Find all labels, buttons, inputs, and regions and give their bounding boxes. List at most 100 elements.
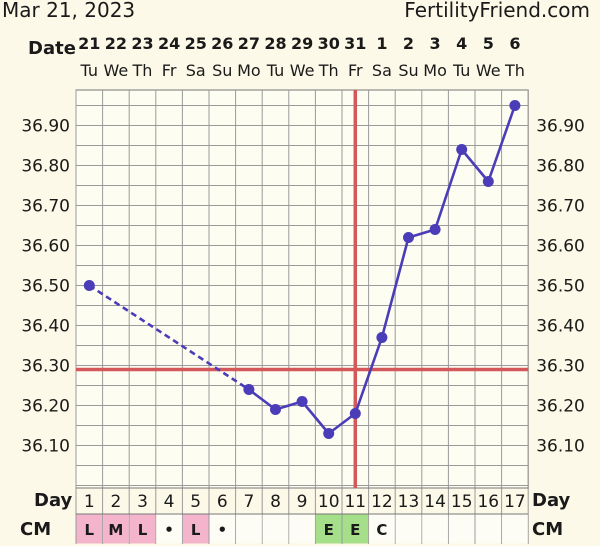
cm-row-label-right: CM <box>532 519 563 540</box>
date-label: 21 <box>78 34 100 53</box>
cm-cell <box>422 514 448 544</box>
y-tick-label-right: 36.50 <box>536 277 585 297</box>
y-tick-label-left: 36.10 <box>21 437 70 457</box>
y-tick-label-right: 36.60 <box>536 237 585 257</box>
temp-line-segment <box>487 105 517 182</box>
cm-cell <box>76 514 103 544</box>
cycle-day-label: 8 <box>270 492 281 512</box>
temp-line-segment <box>248 388 277 411</box>
temp-point <box>349 408 361 419</box>
cm-cell <box>369 514 395 544</box>
temp-point <box>376 332 388 343</box>
cycle-day-label: 5 <box>190 492 201 512</box>
date-label: 3 <box>430 34 441 53</box>
temp-line-segment <box>460 148 490 183</box>
weekday-label: We <box>476 61 501 80</box>
cm-row-label-left: CM <box>20 519 51 540</box>
day-row-label-right: Day <box>532 490 571 511</box>
cm-cell <box>475 514 502 544</box>
cycle-day-label: 14 <box>424 492 446 512</box>
cycle-day-label: 10 <box>318 492 340 512</box>
date-label: 26 <box>211 34 233 53</box>
y-tick-label-right: 36.40 <box>536 317 585 337</box>
cm-cell <box>342 514 369 544</box>
cm-cell <box>448 514 475 544</box>
cm-label: E <box>350 521 360 539</box>
day-row-label-left: Day <box>34 490 73 511</box>
cycle-day-label: 16 <box>477 492 499 512</box>
y-tick-label-left: 36.60 <box>21 237 70 257</box>
weekday-label: Mo <box>237 61 261 80</box>
temp-point <box>83 280 95 291</box>
cm-label: L <box>191 521 201 539</box>
weekday-label: Mo <box>423 61 447 80</box>
date-label: 6 <box>509 34 520 53</box>
cycle-day-label: 17 <box>504 492 526 512</box>
cm-label: L <box>85 521 95 539</box>
date-label: 5 <box>483 34 494 53</box>
cm-cell <box>289 514 315 544</box>
cm-label: • <box>164 521 174 539</box>
weekday-label: Su <box>398 61 418 80</box>
weekday-label: We <box>104 61 129 80</box>
cycle-day-label: 15 <box>451 492 473 512</box>
cm-label: M <box>108 521 123 539</box>
cycle-day-label: 13 <box>398 492 420 512</box>
date-label: 31 <box>344 34 366 53</box>
date-label: 4 <box>456 34 467 53</box>
y-tick-label-right: 36.90 <box>536 117 585 137</box>
date-label: 30 <box>318 34 340 53</box>
cycle-day-label: 1 <box>84 492 95 512</box>
cycle-day-label: 2 <box>110 492 121 512</box>
temp-point <box>429 224 441 235</box>
temp-line-segment <box>301 400 330 435</box>
site-name: FertilityFriend.com <box>404 0 590 22</box>
temp-point <box>403 232 414 243</box>
weekday-label: Fr <box>162 61 177 80</box>
y-tick-label-left: 36.30 <box>21 357 70 377</box>
y-tick-label-left: 36.40 <box>21 317 70 337</box>
temp-point <box>509 100 521 111</box>
temp-point <box>323 428 335 439</box>
cm-cell <box>315 514 342 544</box>
temp-point <box>482 176 494 187</box>
weekday-label: Tu <box>266 61 284 80</box>
cm-cell <box>182 514 209 544</box>
weekday-label: Sa <box>372 61 392 80</box>
weekday-label: Su <box>212 61 232 80</box>
temp-point <box>243 384 255 395</box>
temp-line-segment <box>380 237 410 338</box>
weekday-label: Tu <box>80 61 98 80</box>
date-label: 28 <box>264 34 286 53</box>
y-tick-label-left: 36.20 <box>21 397 70 417</box>
weekday-label: Fr <box>348 61 363 80</box>
cm-cell <box>209 514 236 544</box>
cm-label: C <box>376 521 387 539</box>
cycle-day-label: 6 <box>217 492 228 512</box>
cycle-day-label: 9 <box>297 492 308 512</box>
date-label: 22 <box>105 34 127 53</box>
cm-cell <box>262 514 289 544</box>
date-label: 1 <box>376 34 387 53</box>
y-tick-label-right: 36.20 <box>536 397 585 417</box>
cm-label: L <box>138 521 148 539</box>
cycle-day-label: 11 <box>344 492 366 512</box>
weekday-label: Tu <box>452 61 470 80</box>
temp-line-segment <box>327 412 357 435</box>
y-tick-label-left: 36.50 <box>21 277 70 297</box>
cm-cell <box>129 514 156 544</box>
date-label: 29 <box>291 34 313 53</box>
chart-date-title: Mar 21, 2023 <box>2 0 135 22</box>
weekday-label: Th <box>318 61 339 80</box>
date-label: 24 <box>158 34 180 53</box>
date-row-label: Date <box>28 38 76 59</box>
date-label: 23 <box>131 34 153 53</box>
cycle-day-label: 3 <box>137 492 148 512</box>
y-tick-label-right: 36.70 <box>536 197 585 217</box>
weekday-label: Sa <box>186 61 206 80</box>
cm-cell <box>156 514 182 544</box>
cycle-day-label: 4 <box>164 492 175 512</box>
cycle-day-label: 7 <box>243 492 254 512</box>
date-label: 25 <box>185 34 207 53</box>
